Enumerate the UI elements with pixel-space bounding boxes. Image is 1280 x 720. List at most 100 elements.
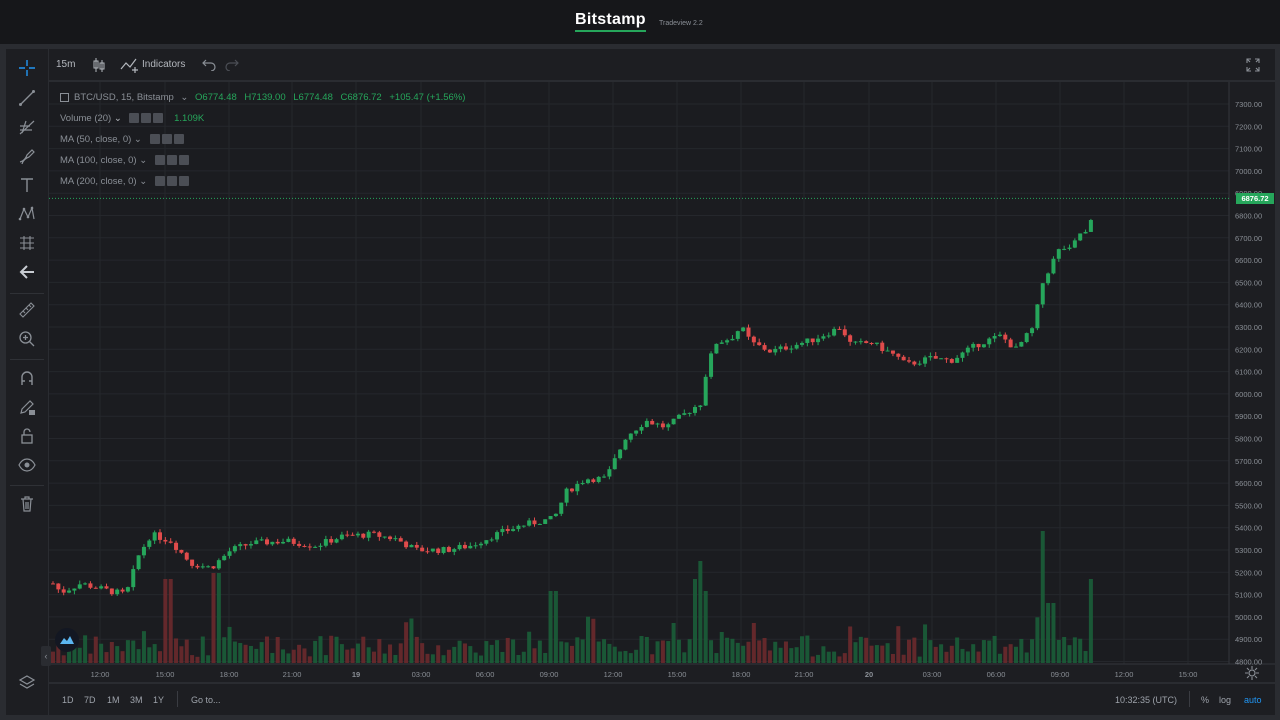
range-1d[interactable]: 1D <box>62 695 74 705</box>
candle-body <box>987 338 992 345</box>
symbol-label[interactable]: BTC/USD, 15, Bitstamp <box>74 92 174 103</box>
close-icon[interactable] <box>173 134 184 145</box>
chevron-down-icon[interactable]: ⌄ <box>139 176 148 187</box>
candle-body <box>532 520 537 525</box>
volume-bar <box>115 646 120 663</box>
volume-bar <box>77 647 82 663</box>
undo-icon[interactable] <box>202 57 216 76</box>
pencil-lock-icon[interactable] <box>16 396 38 418</box>
divider <box>177 691 178 707</box>
close-icon[interactable] <box>178 176 189 187</box>
range-3m[interactable]: 3M <box>130 695 143 705</box>
volume-bar <box>190 655 195 663</box>
ma200-label[interactable]: MA (200, close, 0) <box>60 176 137 187</box>
zoom-in-icon[interactable] <box>16 328 38 350</box>
tradingview-logo-icon[interactable] <box>55 628 79 652</box>
fibonacci-icon[interactable] <box>16 116 38 138</box>
version-label: Tradeview 2.2 <box>659 20 703 27</box>
chart-area[interactable]: 7300.007200.007100.007000.006900.006800.… <box>49 82 1275 682</box>
symbol-legend: BTC/USD, 15, Bitstamp ⌄ O6774.48 H7139.0… <box>60 92 465 104</box>
utc-clock[interactable]: 10:32:35 (UTC) <box>1115 695 1178 705</box>
candle-body <box>939 358 944 360</box>
volume-label[interactable]: Volume (20) <box>60 113 112 124</box>
candle-style-icon[interactable] <box>92 57 106 78</box>
candle-body <box>783 346 788 350</box>
candle-body <box>393 538 398 540</box>
goto-button[interactable]: Go to... <box>191 695 221 705</box>
scroll-left-handle[interactable]: ‹ <box>41 646 51 666</box>
volume-bar <box>1030 639 1035 663</box>
candle-body <box>714 343 719 354</box>
candle-body <box>265 539 269 545</box>
settings-icon[interactable] <box>149 134 160 145</box>
indicators-button[interactable]: Indicators <box>142 59 186 70</box>
settings-icon[interactable] <box>154 176 165 187</box>
chevron-down-icon[interactable]: ⌄ <box>113 113 122 124</box>
candle-body <box>329 539 334 543</box>
candle-body <box>997 334 1002 336</box>
candle-body <box>404 541 409 548</box>
range-1m[interactable]: 1M <box>107 695 120 705</box>
candle-body <box>184 552 189 560</box>
candle-body <box>794 344 799 349</box>
candle-body <box>473 545 478 547</box>
close-icon[interactable] <box>153 113 164 124</box>
lock-icon[interactable] <box>16 425 38 447</box>
candle-body <box>821 336 826 339</box>
volume-bar <box>1062 637 1067 663</box>
bitstamp-logo[interactable]: Bitstamp <box>575 11 646 32</box>
prediction-icon[interactable] <box>16 232 38 254</box>
interval-button[interactable]: 15m <box>56 59 76 70</box>
candle-body <box>596 476 601 482</box>
ruler-icon[interactable] <box>16 299 38 321</box>
indicators-icon[interactable] <box>120 57 140 78</box>
range-7d[interactable]: 7D <box>84 695 96 705</box>
candle-body <box>216 560 221 569</box>
ma100-label[interactable]: MA (100, close, 0) <box>60 155 137 166</box>
settings-icon[interactable] <box>154 155 165 166</box>
text-icon[interactable] <box>16 174 38 196</box>
volume-bar <box>955 637 960 663</box>
trash-icon[interactable] <box>16 493 38 515</box>
visibility-icon[interactable] <box>166 155 177 166</box>
settings-icon[interactable] <box>129 113 140 124</box>
eye-icon[interactable] <box>16 454 38 476</box>
volume-bar <box>917 656 922 663</box>
price-tick-label: 5800.00 <box>1235 435 1262 444</box>
log-toggle[interactable]: log <box>1219 695 1232 705</box>
volume-bar <box>800 636 804 663</box>
crosshair-icon[interactable] <box>16 57 38 79</box>
collapse-icon[interactable] <box>60 92 69 102</box>
volume-bar <box>607 643 612 663</box>
chevron-down-icon[interactable]: ⌄ <box>139 155 148 166</box>
visibility-icon[interactable] <box>166 176 177 187</box>
high-value: H7139.00 <box>244 92 286 103</box>
close-icon[interactable] <box>178 155 189 166</box>
range-1y[interactable]: 1Y <box>153 695 165 705</box>
chevron-down-icon[interactable]: ⌄ <box>133 134 142 145</box>
time-tick-label: 12:00 <box>91 670 110 679</box>
visibility-icon[interactable] <box>161 134 172 145</box>
magnet-icon[interactable] <box>16 367 38 389</box>
candle-body <box>484 540 489 544</box>
volume-bar <box>297 644 302 663</box>
back-arrow-icon[interactable] <box>16 261 38 283</box>
brush-icon[interactable] <box>16 145 38 167</box>
candle-body <box>350 534 355 536</box>
layers-icon[interactable] <box>16 672 38 694</box>
pattern-icon[interactable] <box>16 203 38 225</box>
redo-icon[interactable] <box>225 57 239 76</box>
percent-toggle[interactable]: % <box>1201 695 1210 705</box>
volume-bar <box>826 651 831 663</box>
auto-toggle[interactable]: auto <box>1244 695 1262 705</box>
price-tick-label: 5500.00 <box>1235 501 1262 510</box>
trend-line-icon[interactable] <box>16 87 38 109</box>
candle-body <box>805 338 810 343</box>
visibility-icon[interactable] <box>141 113 152 124</box>
gear-icon[interactable] <box>1245 666 1259 680</box>
candle-body <box>232 546 237 552</box>
ma50-label[interactable]: MA (50, close, 0) <box>60 134 132 145</box>
fullscreen-icon[interactable] <box>1245 57 1261 78</box>
chevron-down-icon[interactable]: ⌄ <box>180 92 189 103</box>
price-chart[interactable]: 7300.007200.007100.007000.006900.006800.… <box>49 82 1275 682</box>
